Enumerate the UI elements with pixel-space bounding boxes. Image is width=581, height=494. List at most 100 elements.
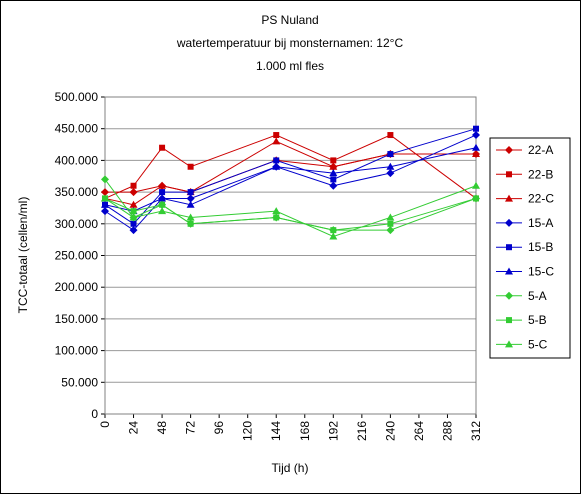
- x-tick-label: 216: [355, 421, 369, 441]
- marker: [129, 200, 138, 208]
- legend-label: 15-C: [528, 265, 554, 279]
- marker: [129, 226, 138, 235]
- chart-title: PS Nuland: [261, 13, 318, 27]
- series-line: [104, 147, 477, 212]
- marker: [129, 213, 138, 221]
- x-tick-label: 288: [440, 421, 454, 441]
- marker: [387, 151, 394, 158]
- y-tick-label: 100.000: [55, 344, 99, 358]
- marker: [101, 207, 109, 216]
- marker: [273, 157, 280, 164]
- marker: [472, 150, 480, 158]
- marker: [186, 200, 195, 208]
- chart-subtitle: 1.000 ml fles: [256, 59, 324, 73]
- x-tick-label: 48: [155, 421, 169, 435]
- marker: [387, 220, 394, 227]
- y-tick-label: 50.000: [61, 375, 98, 389]
- marker: [158, 181, 167, 189]
- marker: [329, 181, 338, 190]
- marker: [386, 169, 395, 178]
- series-line: [104, 128, 477, 225]
- marker: [330, 176, 337, 183]
- marker: [187, 163, 194, 170]
- y-tick-label: 350.000: [55, 185, 99, 199]
- marker: [505, 194, 513, 202]
- legend-label: 22-C: [528, 192, 554, 206]
- legend-label: 5-C: [528, 337, 548, 351]
- series-line: [104, 197, 477, 231]
- marker: [159, 189, 166, 196]
- marker: [101, 188, 109, 197]
- y-tick-label: 450.000: [55, 122, 99, 136]
- marker: [101, 194, 109, 202]
- x-tick-label: 144: [269, 421, 283, 441]
- marker: [130, 182, 137, 189]
- y-axis-label: TCC-totaal (cellen/ml): [16, 197, 30, 314]
- x-tick-label: 264: [412, 421, 426, 441]
- x-tick-label: 312: [469, 421, 483, 441]
- marker: [329, 162, 338, 170]
- marker: [329, 169, 338, 177]
- marker: [505, 218, 513, 227]
- y-tick-label: 400.000: [55, 153, 99, 167]
- legend-label: 5-A: [528, 289, 547, 303]
- x-tick-label: 72: [184, 421, 198, 435]
- marker: [101, 175, 109, 184]
- marker: [472, 131, 480, 140]
- chart-subtitle: watertemperatuur bij monsternamen: 12°C: [176, 36, 404, 50]
- x-tick-label: 192: [326, 421, 340, 441]
- marker: [158, 207, 167, 215]
- marker: [130, 220, 137, 227]
- marker: [273, 132, 280, 139]
- marker: [186, 213, 195, 221]
- marker: [186, 194, 195, 203]
- legend-label: 15-A: [528, 216, 553, 230]
- marker: [473, 195, 479, 202]
- legend-label: 22-A: [528, 143, 553, 157]
- marker: [386, 213, 395, 221]
- marker: [386, 226, 395, 235]
- marker: [506, 317, 512, 324]
- x-tick-label: 96: [212, 421, 226, 435]
- marker: [158, 194, 167, 202]
- marker: [386, 162, 395, 170]
- legend-label: 5-B: [528, 313, 547, 327]
- y-tick-label: 250.000: [55, 249, 99, 263]
- marker: [506, 244, 512, 251]
- x-tick-label: 0: [98, 421, 112, 428]
- x-axis-label: Tijd (h): [272, 461, 309, 475]
- y-tick-label: 500.000: [55, 90, 99, 104]
- legend: 22-A 22-B 22-C 15-A 15-B 15-C 5-A 5-B 5-C: [489, 137, 571, 359]
- series-line: [104, 134, 477, 231]
- series-line: [104, 185, 477, 238]
- marker: [272, 137, 281, 145]
- y-tick-label: 300.000: [55, 217, 99, 231]
- marker: [187, 189, 194, 196]
- x-tick-label: 240: [383, 421, 397, 441]
- legend-label: 15-B: [528, 240, 553, 254]
- marker: [505, 340, 513, 348]
- marker: [272, 207, 281, 215]
- marker: [330, 227, 337, 234]
- marker: [505, 267, 513, 275]
- x-tick-label: 120: [241, 421, 255, 441]
- marker: [472, 181, 480, 189]
- marker: [129, 188, 138, 197]
- marker: [273, 214, 280, 221]
- marker: [387, 132, 394, 139]
- x-tick-label: 168: [298, 421, 312, 441]
- y-tick-label: 150.000: [55, 312, 99, 326]
- plot-area: [104, 96, 477, 415]
- marker: [505, 291, 513, 300]
- x-tick-label: 24: [127, 421, 141, 435]
- marker: [506, 171, 512, 178]
- marker: [159, 144, 166, 151]
- marker: [101, 200, 109, 208]
- marker: [272, 162, 281, 170]
- y-tick-label: 0: [91, 407, 98, 421]
- series-line: [104, 140, 476, 206]
- series-line: [104, 134, 477, 199]
- marker: [187, 220, 194, 227]
- marker: [130, 208, 137, 215]
